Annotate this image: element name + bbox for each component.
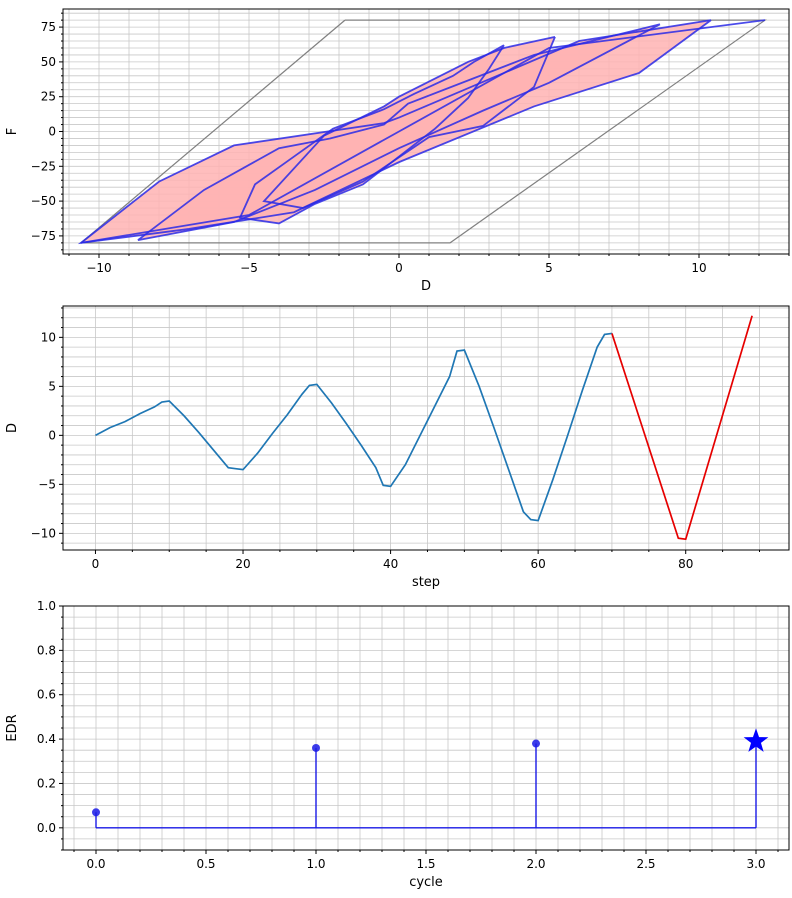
y-tick-label: 0.8 bbox=[37, 643, 56, 657]
y-tick-label: −75 bbox=[31, 229, 56, 243]
x-axis-label: D bbox=[421, 279, 431, 294]
x-tick-label: −10 bbox=[86, 261, 111, 275]
grid bbox=[63, 306, 789, 550]
y-tick-label: 0 bbox=[48, 125, 56, 139]
y-tick-label: 0.6 bbox=[37, 688, 56, 702]
axes-frame bbox=[62, 605, 790, 851]
history-line bbox=[95, 332, 613, 522]
y-tick-label: 1.0 bbox=[37, 599, 56, 613]
y-tick-label: −25 bbox=[31, 159, 56, 173]
y-tick-label: 0.4 bbox=[37, 732, 56, 746]
y-axis-label: D bbox=[5, 423, 20, 433]
star-marker bbox=[743, 728, 769, 752]
x-tick-label: 5 bbox=[545, 261, 553, 275]
plot-area bbox=[92, 739, 757, 829]
x-tick-label: 1.0 bbox=[306, 857, 325, 871]
hysteresis-fill bbox=[240, 45, 504, 224]
axes-frame bbox=[62, 8, 790, 255]
y-tick-label: 75 bbox=[41, 20, 56, 34]
hysteresis-line bbox=[80, 19, 766, 244]
stem-marker bbox=[92, 808, 100, 817]
plot-area bbox=[77, 19, 767, 245]
x-tick-label: 2.0 bbox=[526, 857, 545, 871]
x-tick-label: 60 bbox=[531, 557, 546, 571]
x-tick-label: −5 bbox=[240, 261, 258, 275]
x-axis-label: cycle bbox=[409, 875, 443, 890]
x-tick-label: 3.0 bbox=[746, 857, 765, 871]
plot-area bbox=[95, 315, 753, 541]
x-tick-label: 40 bbox=[383, 557, 398, 571]
hysteresis-line bbox=[262, 35, 556, 209]
x-tick-label: 2.5 bbox=[636, 857, 655, 871]
x-tick-label: 10 bbox=[691, 261, 706, 275]
y-tick-label: 5 bbox=[48, 379, 56, 393]
x-tick-label: 80 bbox=[678, 557, 693, 571]
y-tick-label: 0.2 bbox=[37, 776, 56, 790]
y-tick-label: 10 bbox=[41, 330, 56, 344]
y-tick-label: 50 bbox=[41, 55, 56, 69]
subplot-3: 0.0 0.5 1.0 1.5 2.0 2.5 3.0 0.0 0.2 0.4 0.6 0.8 1.0 c… bbox=[5, 599, 790, 890]
x-tick-label: 20 bbox=[235, 557, 250, 571]
stem-marker bbox=[532, 739, 540, 748]
x-tick-label: 0 bbox=[395, 261, 403, 275]
y-tick-label: 0 bbox=[48, 428, 56, 442]
envelope-line bbox=[79, 19, 767, 244]
stem-marker bbox=[312, 743, 320, 752]
x-tick-label: 1.5 bbox=[416, 857, 435, 871]
y-tick-label: −5 bbox=[38, 477, 56, 491]
x-axis-label: step bbox=[412, 575, 440, 590]
subplot-2: 0 20 40 60 80 −10 −5 0 5 10 step D bbox=[5, 305, 790, 590]
grid bbox=[63, 605, 789, 851]
y-axis-label: F bbox=[5, 128, 20, 135]
history-highlight-line bbox=[611, 315, 753, 541]
x-tick-label: 0.5 bbox=[196, 857, 215, 871]
y-tick-label: 25 bbox=[41, 90, 56, 104]
y-tick-label: 0.0 bbox=[37, 821, 56, 835]
hysteresis-line bbox=[137, 23, 661, 241]
hysteresis-line bbox=[238, 44, 505, 225]
y-tick-label: −50 bbox=[31, 194, 56, 208]
y-tick-label: −10 bbox=[31, 526, 56, 540]
x-tick-label: 0.0 bbox=[86, 857, 105, 871]
y-axis-label: EDR bbox=[5, 714, 20, 741]
axes-frame bbox=[62, 305, 790, 551]
x-tick-label: 0 bbox=[92, 557, 100, 571]
